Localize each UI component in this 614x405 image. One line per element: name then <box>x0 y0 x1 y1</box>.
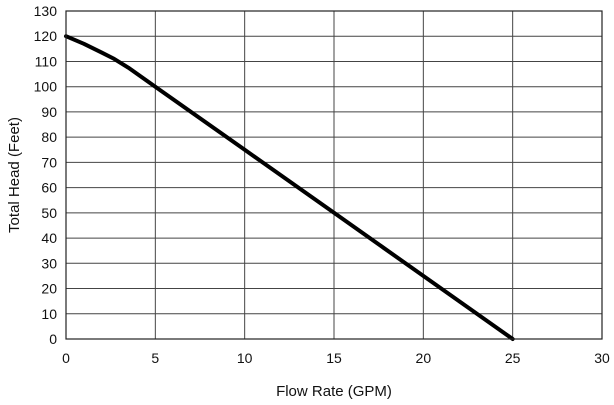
y-tick-label-7: 70 <box>41 154 57 170</box>
y-tick-label-1: 10 <box>41 306 57 322</box>
y-tick-label-12: 120 <box>34 28 58 44</box>
x-tick-label-2: 10 <box>237 350 253 366</box>
y-tick-label-4: 40 <box>41 230 57 246</box>
x-tick-label-4: 20 <box>416 350 432 366</box>
y-tick-label-9: 90 <box>41 104 57 120</box>
y-tick-label-2: 20 <box>41 281 57 297</box>
y-tick-label-5: 50 <box>41 205 57 221</box>
y-tick-label-10: 100 <box>34 79 58 95</box>
y-tick-label-13: 130 <box>34 3 58 19</box>
grid <box>65 10 603 340</box>
x-tick-labels: 0 5 10 15 20 25 30 <box>62 350 610 366</box>
x-tick-label-1: 5 <box>151 350 159 366</box>
series-layer <box>64 34 515 341</box>
y-tick-label-11: 110 <box>35 53 58 69</box>
plot-frame <box>65 10 603 340</box>
y-tick-label-3: 30 <box>41 255 57 271</box>
y-tick-label-8: 80 <box>41 129 57 145</box>
x-tick-label-0: 0 <box>62 350 70 366</box>
x-tick-label-6: 30 <box>594 350 610 366</box>
y-tick-label-0: 0 <box>49 331 57 347</box>
x-axis-title: Flow Rate (GPM) <box>276 383 392 400</box>
x-tick-label-5: 25 <box>505 350 521 366</box>
y-tick-labels: 0 10 20 30 40 50 60 70 80 90 100 110 120 130 <box>34 3 58 347</box>
series-line-0 <box>64 34 515 341</box>
y-axis-title: Total Head (Feet) <box>6 117 23 233</box>
y-tick-label-6: 60 <box>41 180 57 196</box>
x-tick-label-3: 15 <box>326 350 342 366</box>
